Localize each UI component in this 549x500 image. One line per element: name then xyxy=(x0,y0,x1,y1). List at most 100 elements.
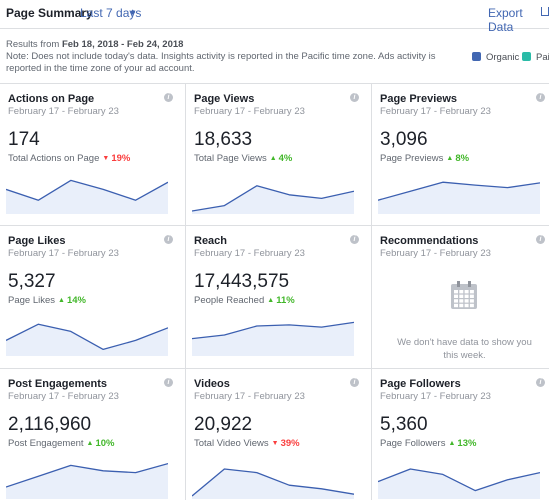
sparkline-area xyxy=(6,324,168,356)
metric-card: Page Followers February 17 - February 23 i… xyxy=(372,369,549,500)
metric-label: Page Followers xyxy=(380,438,446,449)
header-title: Page Summary xyxy=(6,6,93,20)
sparkline-line xyxy=(6,323,168,351)
metric-change: ▼ 19% xyxy=(102,153,130,164)
info-icon: i xyxy=(536,235,545,244)
sparkline-area xyxy=(6,463,168,499)
metric-value: 20,922 xyxy=(194,414,253,435)
header: Page Summary Last 7 days ◆ Export Data xyxy=(0,0,549,34)
sparkline-area xyxy=(192,469,354,499)
card-dates: February 17 - February 23 xyxy=(380,106,491,117)
metric-value: 174 xyxy=(8,129,40,150)
sparkline-line xyxy=(6,179,168,201)
info-icon: i xyxy=(350,235,359,244)
metric-value: 2,116,960 xyxy=(8,414,92,435)
sparkline xyxy=(378,181,540,214)
metric-label: People Reached xyxy=(194,295,265,306)
metric-value: 17,443,575 xyxy=(194,271,290,292)
change-value: 14% xyxy=(66,295,86,306)
card-dates: February 17 - February 23 xyxy=(194,248,305,259)
metric-value: 18,633 xyxy=(194,129,253,150)
calendar-cell xyxy=(459,303,464,308)
results-line: Results from Feb 18, 2018 - Feb 24, 2018 xyxy=(6,39,446,51)
empty-message: We don't have data to show you this week… xyxy=(397,337,532,361)
sparkline xyxy=(192,468,354,499)
export-link[interactable]: Export Data xyxy=(488,6,523,34)
calendar-cell xyxy=(469,294,474,298)
change-value: 11% xyxy=(276,295,295,306)
sparkline xyxy=(192,321,354,356)
metric-label: Total Actions on Page xyxy=(8,153,100,164)
calendar-cell xyxy=(454,290,458,294)
card-dates: February 17 - February 23 xyxy=(8,248,119,259)
change-value: 39% xyxy=(280,438,300,449)
card-title: Recommendations xyxy=(380,235,479,247)
card-dates: February 17 - February 23 xyxy=(380,391,491,402)
legend-item[interactable]: Paid xyxy=(522,52,549,63)
info-icon: i xyxy=(164,235,173,244)
legend-swatch xyxy=(472,52,481,61)
legend-item[interactable]: Organic xyxy=(472,52,519,63)
calendar-cell xyxy=(459,290,464,294)
metric-label: Total Video Views xyxy=(194,438,269,449)
metric-card: Actions on Page February 17 - February 23… xyxy=(0,83,186,226)
metric-label: Page Previews xyxy=(380,153,444,164)
metric-card: Post Engagements February 17 - February 2… xyxy=(0,369,186,500)
calendar-cell xyxy=(459,294,464,298)
metric-value: 5,327 xyxy=(8,271,56,292)
trend-arrow: ▲ xyxy=(446,155,454,162)
sparkline-line xyxy=(378,468,540,492)
metric-card: Page Previews February 17 - February 23 i 3… xyxy=(372,83,549,226)
card-dates: February 17 - February 23 xyxy=(194,106,305,117)
metric-label-row: Total Actions on Page ▼ 19% xyxy=(8,153,130,164)
card-title: Reach xyxy=(194,235,228,247)
card-dates: February 17 - February 23 xyxy=(380,248,491,259)
sparkline-line xyxy=(192,468,354,497)
info-icon: i xyxy=(350,93,359,102)
metric-card: Videos February 17 - February 23 i 20,922 To… xyxy=(186,369,372,500)
metric-label-row: Total Page Views ▲ 4% xyxy=(194,153,292,164)
metric-change: ▲ 10% xyxy=(87,438,115,449)
sparkline-line xyxy=(192,321,354,340)
calendar-icon xyxy=(451,281,477,309)
card-title: Page Previews xyxy=(380,93,458,105)
calendar-cell xyxy=(464,299,469,303)
sparkline-line xyxy=(192,185,354,212)
metric-label: Total Page Views xyxy=(194,153,267,164)
sparkline-area xyxy=(378,469,540,499)
info-icon: i xyxy=(164,378,173,387)
change-value: 10% xyxy=(95,438,115,449)
legend-label: Organic xyxy=(486,52,520,63)
change-value: 13% xyxy=(457,438,477,449)
range-caret[interactable]: ◆ xyxy=(130,9,136,16)
metric-change: ▲ 4% xyxy=(270,153,293,164)
legend-label: Paid xyxy=(536,52,549,63)
sparkline-area xyxy=(192,322,354,356)
card-title: Page Likes xyxy=(8,235,66,247)
metric-change: ▲ 8% xyxy=(446,153,469,164)
sparkline xyxy=(192,185,354,214)
metric-change: ▲ 11% xyxy=(267,295,294,306)
info-icon: i xyxy=(350,378,359,387)
calendar-cell xyxy=(464,303,469,308)
trend-arrow: ▲ xyxy=(58,297,65,304)
results-prefix: Results from xyxy=(6,39,60,50)
export-icon[interactable] xyxy=(541,7,549,16)
sparkline-line xyxy=(6,462,168,488)
calendar-cell xyxy=(469,299,474,303)
metric-card: Recommendations February 17 - February 23… xyxy=(372,226,549,369)
metric-card: Page Likes February 17 - February 23 i 5,32… xyxy=(0,226,186,369)
metric-label-row: Page Followers ▲ 13% xyxy=(380,438,476,449)
range-selector[interactable]: Last 7 days xyxy=(80,6,142,20)
metric-card: Page Views February 17 - February 23 i 18,6… xyxy=(186,83,372,226)
card-title: Post Engagements xyxy=(8,378,108,390)
sparkline-line xyxy=(378,181,540,201)
change-value: 8% xyxy=(455,153,470,164)
metric-label: Page Likes xyxy=(8,295,56,306)
change-value: 19% xyxy=(111,153,131,164)
note: Note: Does not include today's data. Ins… xyxy=(6,51,436,74)
calendar-ring xyxy=(468,281,471,287)
card-dates: February 17 - February 23 xyxy=(8,391,119,402)
results-dates: Feb 18, 2018 - Feb 24, 2018 xyxy=(61,39,184,50)
calendar-cell xyxy=(469,290,474,294)
